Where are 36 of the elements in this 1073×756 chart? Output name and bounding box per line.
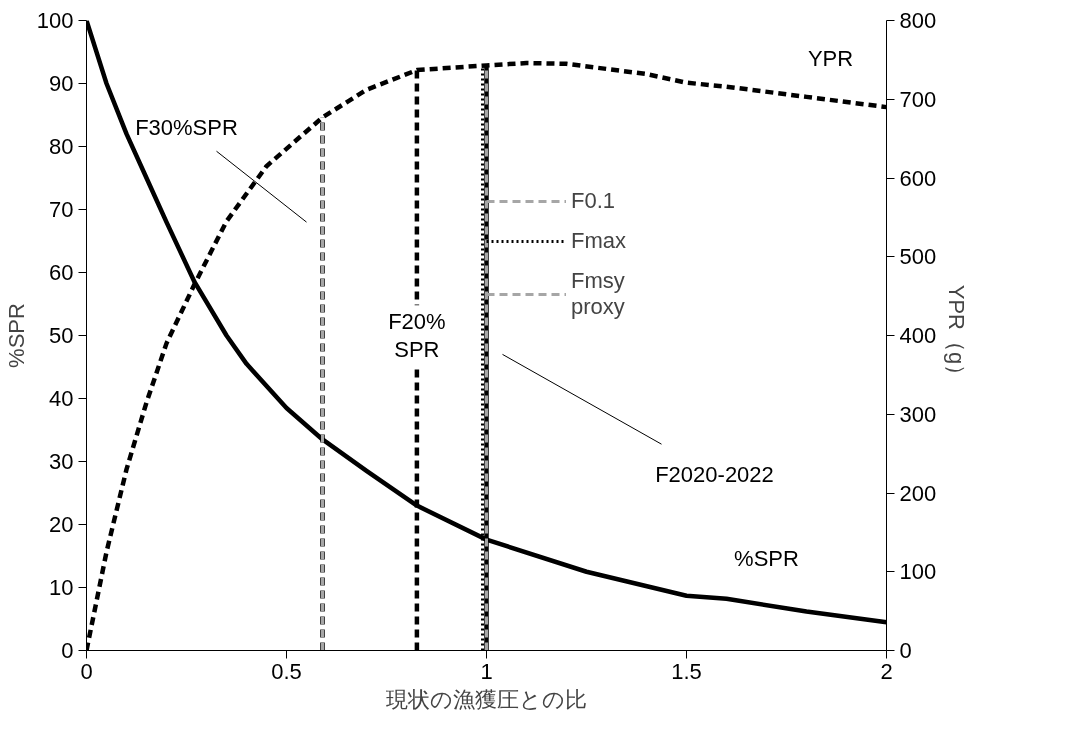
x-tick-label: 0.5 [271,658,302,684]
y2-tick-label: 200 [899,480,937,506]
y-axis-title: %SPR [3,303,29,368]
y2-axis-title: YPR（g） [944,284,970,387]
y-tick-label: 30 [49,449,74,474]
y2-tick-label: 600 [899,165,937,191]
y-tick-label: 10 [49,575,74,600]
y2-tick-label: 0 [899,638,912,663]
y-tick-label: 20 [49,512,74,537]
legend-label: F0.1 [571,188,616,214]
x-tick-label: 1 [480,658,493,684]
x-tick-label: 0 [80,658,93,684]
annotation: F30%SPR [135,115,238,141]
y2-tick-label: 800 [899,8,937,33]
x-tick-label: 2 [880,658,893,684]
x-axis-title: 現状の漁獲圧との比 [386,686,587,712]
y-tick-label: 40 [49,386,74,411]
annotation: F2020-2022 [655,461,774,487]
y-tick-label: 70 [49,197,74,222]
annotation: F20% SPR [388,309,446,362]
y2-tick-label: 100 [899,559,937,585]
y-tick-label: 80 [49,134,74,159]
y-tick-label: 60 [49,260,74,285]
y-tick-label: 50 [49,323,74,348]
annotation: %SPR [734,546,799,572]
y-tick-label: 100 [36,8,74,33]
y2-tick-label: 700 [899,86,937,112]
y2-tick-label: 300 [899,401,937,427]
legend-label: Fmax [571,228,626,254]
y2-tick-label: 400 [899,323,937,348]
y-tick-label: 90 [49,71,74,96]
y-tick-label: 0 [61,638,74,663]
x-tick-label: 1.5 [671,658,702,684]
legend-label: Fmsy proxy [571,268,625,320]
annotation: YPR [807,45,854,71]
y2-tick-label: 500 [899,244,937,270]
